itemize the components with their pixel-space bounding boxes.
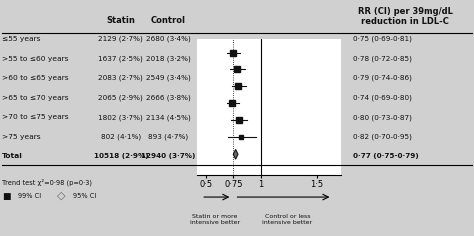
Text: 0·75 (0·69-0·81): 0·75 (0·69-0·81) <box>353 36 412 42</box>
Text: ◇: ◇ <box>57 191 65 201</box>
Text: ■: ■ <box>2 192 11 201</box>
Text: 10518 (2·9%): 10518 (2·9%) <box>93 153 148 160</box>
Text: 0·77 (0·75-0·79): 0·77 (0·75-0·79) <box>353 153 419 160</box>
Text: 0·80 (0·73-0·87): 0·80 (0·73-0·87) <box>353 114 412 121</box>
Text: 95% CI: 95% CI <box>73 193 96 199</box>
Text: 99% CI: 99% CI <box>18 193 41 199</box>
Text: >60 to ≤65 years: >60 to ≤65 years <box>2 75 69 81</box>
Text: 2065 (2·9%): 2065 (2·9%) <box>99 94 143 101</box>
Text: 1637 (2·5%): 1637 (2·5%) <box>99 55 143 62</box>
Text: >70 to ≤75 years: >70 to ≤75 years <box>2 114 69 120</box>
Text: 2083 (2·7%): 2083 (2·7%) <box>99 75 143 81</box>
Text: 2129 (2·7%): 2129 (2·7%) <box>99 36 143 42</box>
Text: 802 (4·1%): 802 (4·1%) <box>101 134 141 140</box>
Text: Statin or more
intensive better: Statin or more intensive better <box>190 214 240 225</box>
Text: Control: Control <box>151 16 186 25</box>
Text: 1802 (3·7%): 1802 (3·7%) <box>99 114 143 121</box>
Text: >55 to ≤60 years: >55 to ≤60 years <box>2 55 69 62</box>
Text: RR (CI) per 39mg/dL
reduction in LDL-C: RR (CI) per 39mg/dL reduction in LDL-C <box>358 7 453 26</box>
Text: Total: Total <box>2 153 23 160</box>
Text: 0·79 (0·74-0·86): 0·79 (0·74-0·86) <box>353 75 412 81</box>
Text: 2018 (3·2%): 2018 (3·2%) <box>146 55 191 62</box>
Text: 2549 (3·4%): 2549 (3·4%) <box>146 75 191 81</box>
Text: 2134 (4·5%): 2134 (4·5%) <box>146 114 191 121</box>
Text: 0·82 (0·70-0·95): 0·82 (0·70-0·95) <box>353 134 412 140</box>
Text: >75 years: >75 years <box>2 134 41 140</box>
Text: 2680 (3·4%): 2680 (3·4%) <box>146 36 191 42</box>
Text: >65 to ≤70 years: >65 to ≤70 years <box>2 95 69 101</box>
Polygon shape <box>233 150 238 159</box>
Text: 893 (4·7%): 893 (4·7%) <box>148 134 188 140</box>
Text: Control or less
intensive better: Control or less intensive better <box>262 214 312 225</box>
Text: ≤55 years: ≤55 years <box>2 36 41 42</box>
Text: 0·74 (0·69-0·80): 0·74 (0·69-0·80) <box>353 94 412 101</box>
Text: 12940 (3·7%): 12940 (3·7%) <box>141 153 195 160</box>
Text: 0·78 (0·72-0·85): 0·78 (0·72-0·85) <box>353 55 412 62</box>
Text: Statin: Statin <box>107 16 135 25</box>
Text: Trend test χ²=0·98 (p=0·3): Trend test χ²=0·98 (p=0·3) <box>2 178 92 186</box>
Text: 2666 (3·8%): 2666 (3·8%) <box>146 94 191 101</box>
